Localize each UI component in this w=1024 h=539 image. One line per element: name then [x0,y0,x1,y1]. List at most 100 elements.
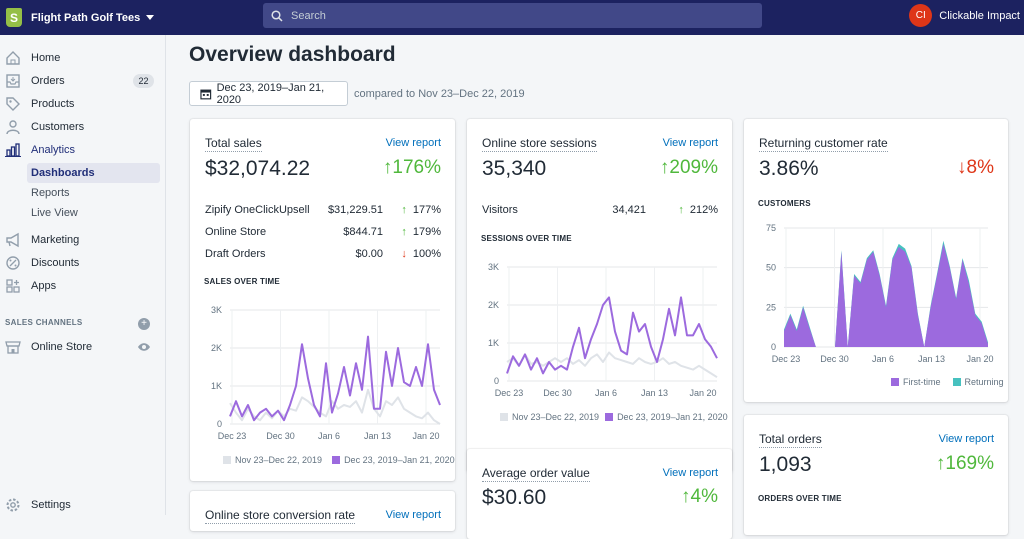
change-value: 179% [412,226,441,238]
sidebar: Home Orders 22 Products Customers Analyt… [0,35,166,515]
legend-label: Dec 23, 2019–Jan 21, 2020 [617,412,728,422]
sidebar-item-settings[interactable]: Settings [0,494,166,516]
search-icon [271,9,283,22]
sidebar-item-label: Settings [31,499,71,511]
sales-over-time-chart: 0 1K 2K 3K Dec 23 Dec 30 Jan 6 Jan 13 Jan 20 [211,305,441,441]
series-line-current [506,296,718,375]
sidebar-item-online-store[interactable]: Online Store [0,336,166,358]
x-tick-label: Dec 30 [820,354,849,364]
legend-label: Nov 23–Dec 22, 2019 [512,412,600,422]
y-tick-label: 50 [766,263,776,273]
series-line-previous [506,351,718,379]
sidebar-item-label: Products [31,98,75,110]
store-name: Flight Path Golf Tees [31,11,141,24]
sidebar-item-reports[interactable]: Reports [0,182,166,204]
chart-legend: Nov 23–Dec 22, 2019 Dec 23, 2019–Jan 21,… [223,455,455,465]
breakdown-label: Draft Orders [205,248,266,260]
user-menu[interactable]: CI Clickable Impact [909,4,1020,27]
breakdown-change: ↑ 177% [401,204,441,216]
date-range-button[interactable]: Dec 23, 2019–Jan 21, 2020 [189,81,348,106]
x-tick-label: Dec 23 [495,388,524,398]
sidebar-item-marketing[interactable]: Marketing [0,229,166,251]
store-switcher[interactable]: S Flight Path Golf Tees [0,8,166,27]
sidebar-item-analytics[interactable]: Analytics [0,139,166,161]
card-title: Online store conversion rate [205,508,356,524]
sidebar-item-products[interactable]: Products [0,93,166,115]
legend-swatch [500,413,508,421]
series-line-previous [229,388,441,425]
series-line-current [229,335,441,422]
change-value: 100% [412,248,441,260]
y-tick-label: 2K [488,300,499,310]
sidebar-item-label: Reports [31,187,70,199]
sidebar-item-label: Dashboards [31,167,95,179]
add-channel-icon[interactable]: + [138,318,150,330]
returning-rate-change: ↓8% [957,157,994,179]
breakdown-label: Visitors [482,204,518,216]
megaphone-icon [6,232,19,248]
arrow-up-icon: ↑ [401,226,407,238]
top-bar: S Flight Path Golf Tees Search CI Clicka… [0,0,1024,35]
legend-swatch [332,456,341,464]
sidebar-item-orders[interactable]: Orders 22 [0,70,166,92]
arrow-up-icon: ↑ [382,157,393,178]
view-report-link[interactable]: View report [662,467,718,479]
search-input[interactable]: Search [263,3,762,28]
returning-rate-value: 3.86% [759,157,819,180]
y-tick-label: 0 [217,419,222,429]
tag-icon [6,97,20,111]
card-title: Average order value [482,466,590,482]
apps-icon [6,279,20,293]
sidebar-item-customers[interactable]: Customers [0,116,166,138]
eye-icon[interactable] [137,341,151,353]
breakdown-value: $31,229.51 [327,204,383,216]
x-tick-label: Jan 20 [412,431,439,441]
sidebar-item-apps[interactable]: Apps [0,275,166,297]
change-value: 176% [392,157,441,178]
sidebar-item-label: Discounts [31,257,80,269]
average-order-value-card: Average order value View report $30.60 ↑… [467,449,732,539]
x-tick-label: Jan 20 [689,388,716,398]
breakdown-change: ↑ 179% [401,226,441,238]
caret-down-icon [146,15,155,20]
orders-count-badge: 22 [133,74,154,88]
legend-swatch [605,413,614,421]
customer-icon [6,120,20,135]
legend-label: Nov 23–Dec 22, 2019 [235,455,323,465]
total-sales-value: $32,074.22 [205,157,311,180]
conversion-rate-card: Online store conversion rate View report [190,491,455,531]
arrow-up-icon: ↑ [659,157,670,178]
change-value: 212% [689,204,718,216]
sidebar-item-discounts[interactable]: Discounts [0,252,166,274]
chart-caption: CUSTOMERS [758,199,811,208]
analytics-icon [5,143,21,157]
sidebar-item-label: Analytics [31,144,76,156]
view-report-link[interactable]: View report [938,433,994,445]
discount-icon [6,256,20,270]
card-title: Online store sessions [482,136,597,152]
change-value: 8% [966,157,994,178]
store-icon [5,341,21,354]
sidebar-item-home[interactable]: Home [0,47,166,69]
chart-caption: SALES OVER TIME [204,277,280,286]
sidebar-item-dashboards[interactable]: Dashboards [0,162,166,184]
view-report-link[interactable]: View report [385,509,441,521]
y-tick-label: 75 [766,223,776,233]
view-report-link[interactable]: View report [662,137,718,149]
sidebar-item-label: Online Store [31,341,93,353]
sidebar-item-live-view[interactable]: Live View [0,202,166,224]
calendar-icon [200,89,212,99]
main-content: Overview dashboard Dec 23, 2019–Jan 21, … [166,35,1024,539]
total-orders-value: 1,093 [759,453,812,476]
breakdown-value: $0.00 [355,248,383,260]
legend-label: Returning [964,377,1004,387]
card-title: Total sales [205,136,262,152]
chart-caption: ORDERS OVER TIME [758,494,842,503]
y-tick-label: 0 [494,376,499,386]
view-report-link[interactable]: View report [385,137,441,149]
breakdown-change: ↓ 100% [401,248,441,260]
y-tick-label: 1K [211,381,222,391]
y-tick-label: 0 [771,342,776,352]
change-value: 209% [669,157,718,178]
chart-legend: First-time Returning [891,377,1004,387]
